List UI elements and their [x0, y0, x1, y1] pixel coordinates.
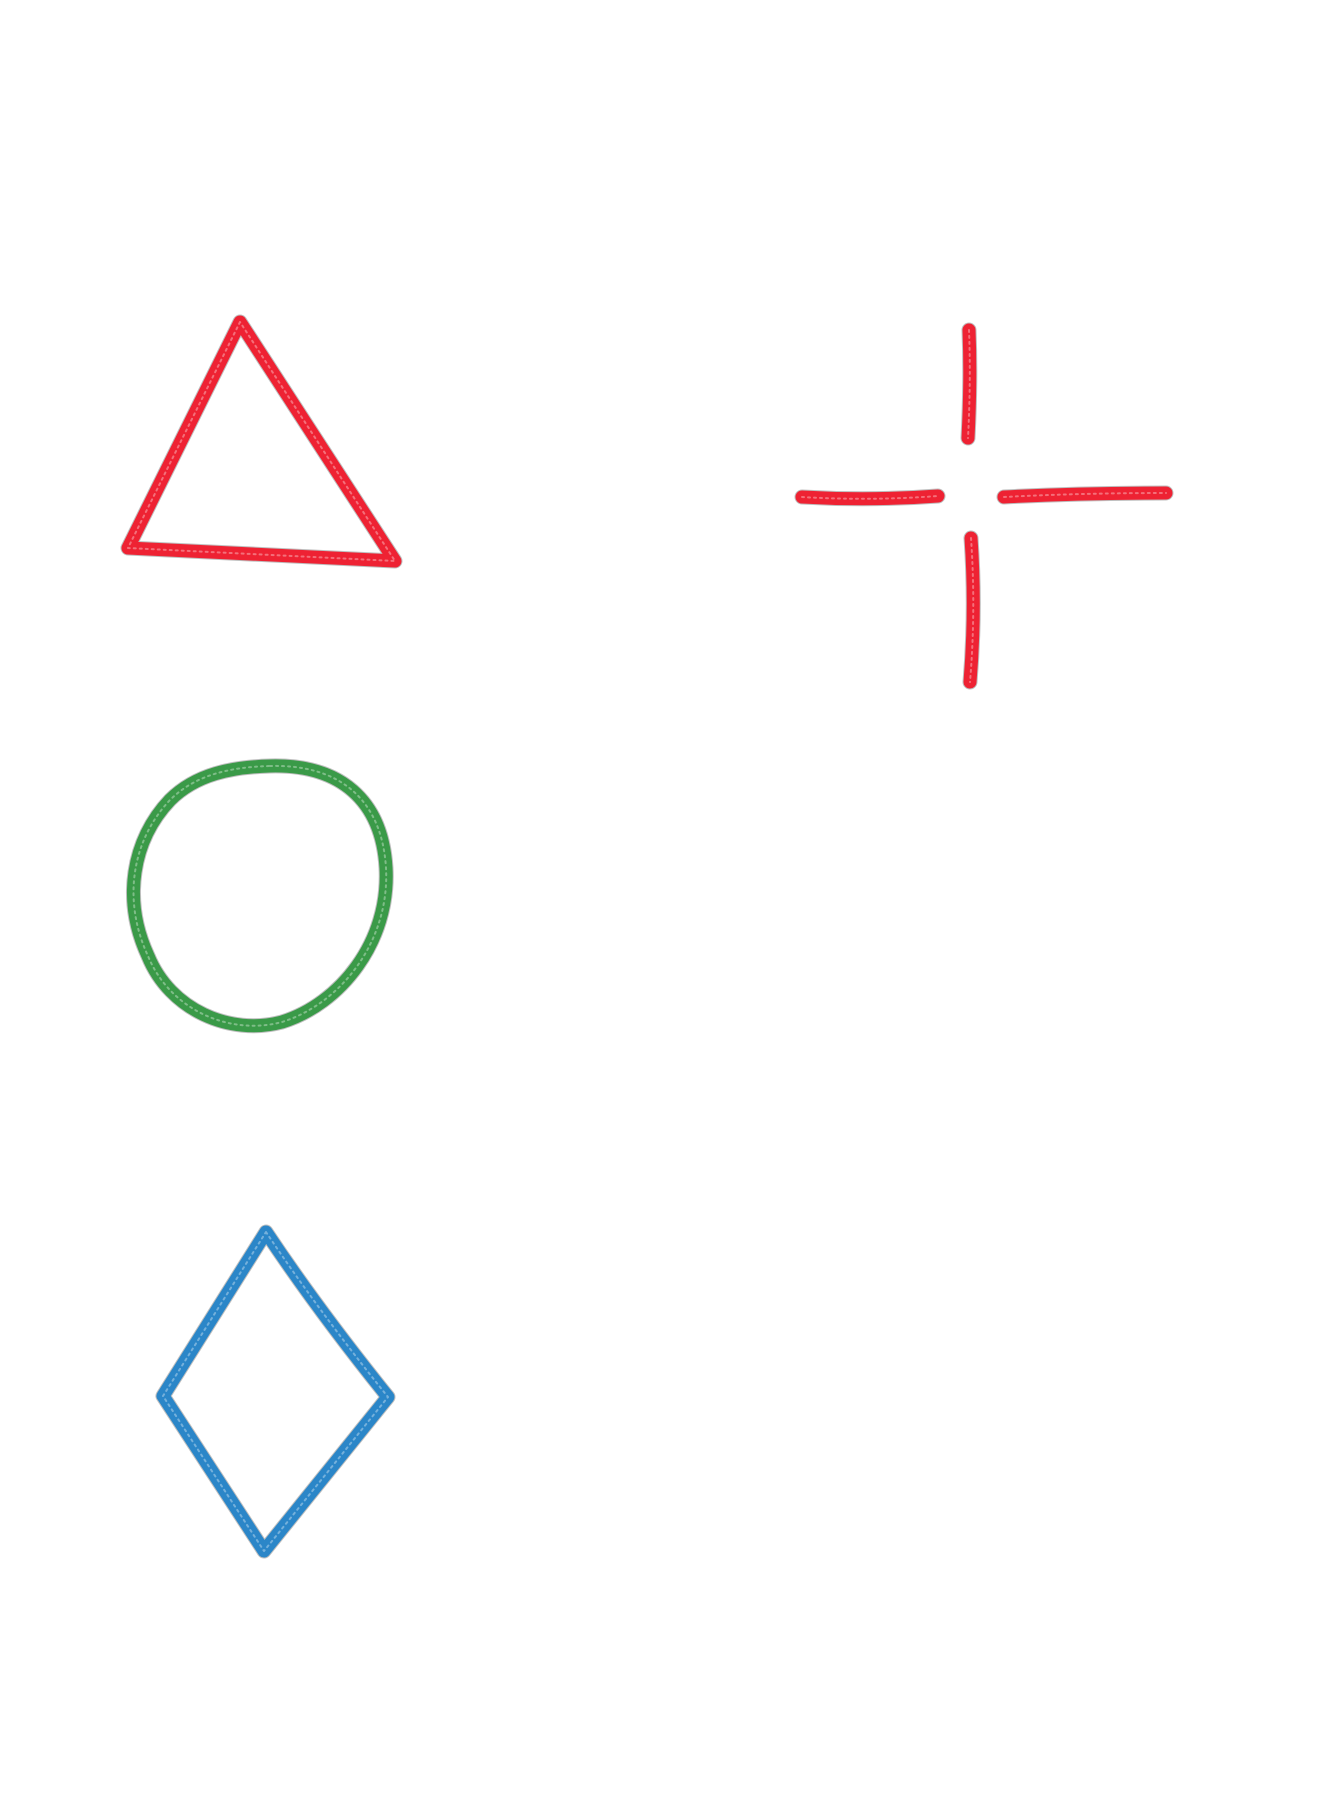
circle-shape: [126, 758, 394, 1034]
crosshair-top-stroke: [960, 322, 978, 446]
crosshair-left-stroke: [794, 488, 946, 507]
diamond-shape: [155, 1224, 396, 1559]
crosshair-right-stroke: [996, 485, 1174, 505]
triangle-shape: [120, 314, 403, 569]
crosshair-bottom-stroke: [962, 530, 981, 690]
crosshair-shape: [794, 322, 1174, 690]
